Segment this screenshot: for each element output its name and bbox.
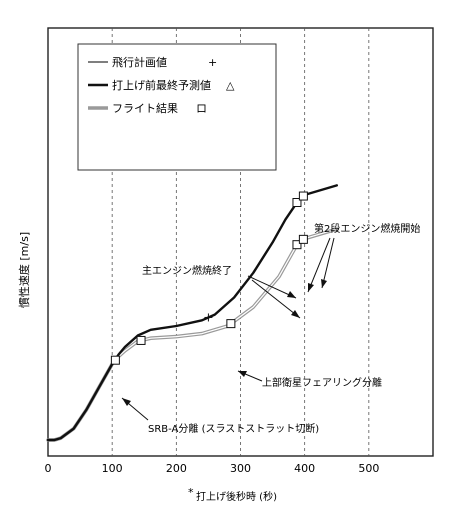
event-marker-srb-2 bbox=[136, 335, 146, 345]
legend-label-predict: 打上げ前最終予測値 bbox=[112, 78, 211, 92]
annotation-arrowhead-ssi-2 bbox=[321, 279, 327, 288]
x-tick-label-200: 200 bbox=[166, 462, 187, 475]
annotation-arrowhead-ssi-1 bbox=[308, 283, 314, 292]
annotation-arrowhead-meco-2 bbox=[291, 310, 300, 318]
series-line-2-inner bbox=[48, 228, 337, 441]
legend-marker-plan: + bbox=[208, 56, 217, 69]
x-axis-label: 打上げ後秒時 (秒) bbox=[196, 490, 277, 503]
annotation-arrowhead-srb bbox=[122, 398, 131, 406]
x-tick-label-0: 0 bbox=[45, 462, 52, 475]
annotation-ssi: 第2段エンジン燃焼開始 bbox=[314, 222, 420, 235]
event-marker-srb bbox=[110, 355, 120, 365]
legend-label-result: フライト結果 bbox=[112, 101, 178, 115]
marker-layer bbox=[110, 191, 308, 365]
annotation-arrowhead-fairing bbox=[238, 371, 247, 377]
event-marker-ssi-plan bbox=[298, 191, 308, 201]
x-tick-label-400: 400 bbox=[294, 462, 315, 475]
annotation-srb: SRB-A分離 (スラストストラット切断) bbox=[148, 422, 319, 435]
legend-marker-result: ロ bbox=[196, 102, 207, 115]
annotation-arrow-ssi-1 bbox=[307, 237, 331, 293]
annotation-arrow-ssi-2 bbox=[321, 237, 335, 289]
annotation-arrow-meco-2 bbox=[251, 279, 301, 319]
annotation-fairing: 上部衛星フェアリング分離 bbox=[262, 376, 382, 389]
annotation-arrowhead-meco-1 bbox=[287, 291, 296, 298]
event-marker-meco-plan bbox=[292, 198, 302, 207]
x-tick-label-500: 500 bbox=[358, 462, 379, 475]
x-tick-labels: 0 100 200 300 400 500 bbox=[45, 462, 380, 475]
legend-box bbox=[77, 43, 277, 171]
series-line-1 bbox=[46, 184, 338, 442]
event-marker-fairing bbox=[226, 319, 236, 329]
legend-label-plan: 飛行計画値 bbox=[112, 55, 167, 69]
event-marker-meco-result bbox=[292, 240, 302, 250]
event-marker-ssi-result bbox=[298, 234, 308, 244]
x-grid bbox=[111, 28, 370, 456]
legend-marker-predict: △ bbox=[226, 79, 235, 92]
y-axis-label: 慣性速度 [m/s] bbox=[17, 232, 31, 308]
x-tick-label-100: 100 bbox=[102, 462, 123, 475]
x-axis-label-prefix: * bbox=[188, 486, 194, 499]
x-tick-label-300: 300 bbox=[230, 462, 251, 475]
annotation-arrow-meco-1 bbox=[247, 275, 297, 299]
legend: 飛行計画値 + 打上げ前最終予測値 △ フライト結果 ロ bbox=[77, 43, 277, 171]
annotations: SRB-A分離 (スラストストラット切断) 上部衛星フェアリング分離 主エンジン… bbox=[121, 222, 420, 435]
annotation-meco: 主エンジン燃焼終了 bbox=[142, 264, 232, 277]
